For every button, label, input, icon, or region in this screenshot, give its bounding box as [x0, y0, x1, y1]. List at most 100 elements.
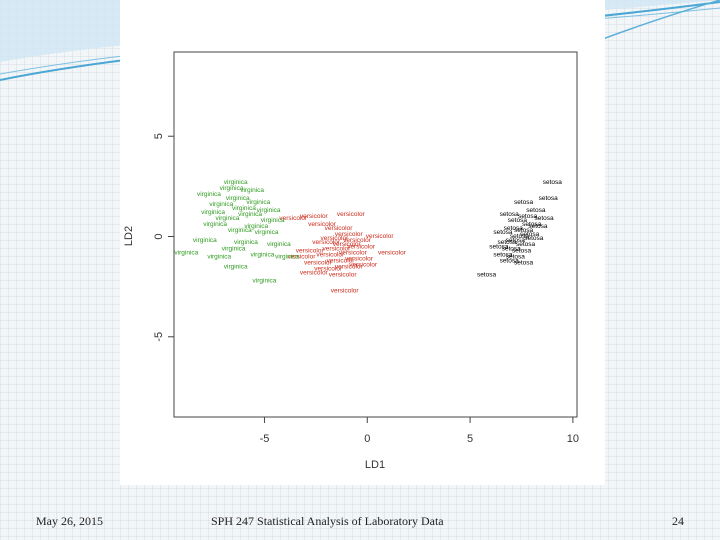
point-label-virginica: virginica — [261, 217, 285, 224]
point-label-virginica: virginica — [244, 223, 268, 230]
point-label-versicolor: versicolor — [343, 237, 372, 244]
point-label-virginica: virginica — [203, 221, 227, 228]
point-label-virginica: virginica — [246, 199, 270, 206]
footer-title: SPH 247 Statistical Analysis of Laborato… — [211, 514, 444, 528]
point-label-virginica: virginica — [253, 277, 277, 284]
point-label-virginica: virginica — [207, 253, 231, 260]
point-label-versicolor: versicolor — [329, 271, 358, 278]
y-axis: -5 0 5 — [153, 133, 174, 342]
point-label-virginica: virginica — [224, 179, 248, 186]
point-label-virginica: virginica — [224, 263, 248, 270]
point-label-setosa: setosa — [543, 179, 563, 186]
x-tick-label: 5 — [467, 433, 473, 445]
point-label-virginica: virginica — [228, 227, 252, 234]
footer-date: May 26, 2015 — [36, 514, 103, 528]
point-label-virginica: virginica — [201, 209, 225, 216]
page-number: 24 — [672, 514, 684, 528]
point-label-versicolor: versicolor — [288, 253, 317, 260]
point-label-setosa: setosa — [516, 241, 536, 248]
point-label-versicolor: versicolor — [349, 261, 378, 268]
point-label-virginica: virginica — [257, 207, 281, 214]
point-label-versicolor: versicolor — [316, 251, 345, 258]
point-label-versicolor: versicolor — [337, 211, 366, 218]
point-label-setosa: setosa — [502, 245, 522, 252]
x-axis: -5 0 5 10 — [260, 417, 579, 445]
y-axis-label: LD2 — [123, 226, 135, 246]
point-label-versicolor: versicolor — [347, 243, 376, 250]
point-label-setosa: setosa — [526, 207, 546, 214]
plot-panel: -5 0 5 10 -5 0 5 LD1 LD2 setosa setosa setosa se… — [120, 0, 605, 485]
point-label-virginica: virginica — [174, 249, 198, 256]
point-label-versicolor: versicolor — [300, 269, 329, 276]
point-label-versicolor: versicolor — [335, 231, 364, 238]
point-label-setosa: setosa — [518, 213, 538, 220]
point-label-setosa: setosa — [477, 271, 497, 278]
point-label-versicolor: versicolor — [323, 245, 352, 252]
point-label-virginica: virginica — [234, 239, 258, 246]
point-label-setosa: setosa — [506, 237, 526, 244]
point-label-versicolor: versicolor — [308, 221, 337, 228]
point-label-setosa: setosa — [493, 251, 513, 258]
point-label-virginica: virginica — [267, 241, 291, 248]
point-label-versicolor: versicolor — [339, 249, 368, 256]
y-tick-label: 5 — [153, 133, 165, 139]
point-label-virginica: virginica — [209, 201, 233, 208]
point-label-setosa: setosa — [514, 199, 534, 206]
point-label-versicolor: versicolor — [300, 213, 329, 220]
point-label-setosa: setosa — [498, 239, 518, 246]
point-label-setosa: setosa — [535, 215, 555, 222]
point-label-setosa: setosa — [506, 253, 526, 260]
point-label-versicolor: versicolor — [279, 215, 308, 222]
point-label-setosa: setosa — [510, 233, 530, 240]
y-tick-label: 0 — [153, 233, 165, 239]
point-label-setosa: setosa — [489, 243, 509, 250]
point-label-versicolor: versicolor — [366, 233, 395, 240]
point-label-setosa: setosa — [500, 211, 520, 218]
point-label-versicolor: versicolor — [331, 287, 360, 294]
point-label-virginica: virginica — [250, 251, 274, 258]
point-label-versicolor: versicolor — [327, 257, 356, 264]
point-label-virginica: virginica — [255, 229, 279, 236]
point-label-setosa: setosa — [508, 217, 528, 224]
point-label-versicolor: versicolor — [320, 235, 349, 242]
point-label-virginica: virginica — [275, 253, 299, 260]
point-label-versicolor: versicolor — [333, 241, 362, 248]
point-label-virginica: virginica — [216, 215, 240, 222]
series-versicolor: versicolor versicolorversicolorversicolor… — [279, 211, 406, 294]
point-label-setosa: setosa — [520, 231, 540, 238]
point-label-setosa: setosa — [514, 259, 534, 266]
point-label-versicolor: versicolor — [314, 265, 343, 272]
lda-scatter-chart: -5 0 5 10 -505 LD1 LD2 setosasetosasetosase… — [123, 51, 579, 471]
point-label-virginica: virginica — [197, 191, 221, 198]
point-label-virginica: virginica — [220, 185, 244, 192]
point-label-versicolor: versicolor — [304, 259, 333, 266]
x-tick-label: -5 — [260, 433, 270, 445]
point-label-setosa: setosa — [512, 247, 532, 254]
point-label-setosa: setosa — [504, 225, 524, 232]
point-label-setosa: setosa — [524, 235, 544, 242]
point-label-virginica: virginica — [226, 195, 250, 202]
point-label-setosa: setosa — [539, 195, 559, 202]
point-label-setosa: setosa — [493, 229, 513, 236]
point-label-setosa: setosa — [528, 223, 548, 230]
point-label-virginica: virginica — [193, 237, 217, 244]
point-label-versicolor: versicolor — [378, 249, 407, 256]
x-axis-label: LD1 — [365, 459, 385, 471]
x-tick-label: 10 — [567, 433, 579, 445]
point-label-versicolor: versicolor — [345, 255, 374, 262]
point-label-versicolor: versicolor — [296, 247, 325, 254]
point-label-versicolor: versicolor — [312, 239, 341, 246]
point-label-setosa: setosa — [522, 221, 542, 228]
plot-frame — [173, 51, 578, 418]
x-tick-label: 0 — [364, 433, 370, 445]
point-label-virginica: virginica — [232, 205, 256, 212]
point-label-versicolor: versicolor — [325, 225, 354, 232]
point-label-setosa: setosa — [514, 227, 534, 234]
y-tick-label: -5 — [153, 332, 165, 342]
point-label-setosa: setosa — [500, 257, 520, 264]
point-label-virginica: virginica — [238, 211, 262, 218]
series-virginica: virginicavirginicavirginicavirginicavirg… — [174, 179, 299, 284]
point-label-virginica: virginica — [222, 245, 246, 252]
